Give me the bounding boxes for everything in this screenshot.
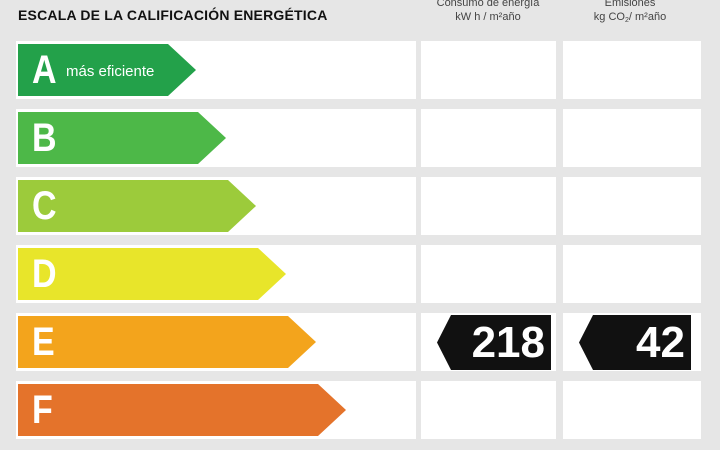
class-letter: C bbox=[32, 184, 57, 228]
emisiones-header-line1: Emisiones bbox=[604, 0, 656, 9]
class-letter: B bbox=[32, 116, 57, 160]
arrow-fill bbox=[18, 248, 286, 300]
class-letter: F bbox=[32, 388, 53, 432]
scale-row-c: C bbox=[0, 177, 720, 235]
arrow-shape bbox=[18, 180, 256, 232]
emisiones-cell bbox=[563, 109, 701, 167]
emisiones-cell bbox=[563, 177, 701, 235]
consumo-indicator: 218 bbox=[437, 315, 551, 370]
arrow-fill bbox=[18, 180, 256, 232]
consumo-cell bbox=[421, 109, 556, 167]
emisiones-cell bbox=[563, 41, 701, 99]
class-arrow-c: C bbox=[18, 180, 256, 232]
consumo-cell bbox=[421, 41, 556, 99]
scale-row-f: F bbox=[0, 381, 720, 439]
arrow-fill bbox=[18, 384, 346, 436]
consumo-cell bbox=[421, 245, 556, 303]
consumo-header-line2: kW h / m²año bbox=[455, 11, 521, 23]
consumo-column-header: Consumo de energía kW h / m²año bbox=[420, 0, 556, 24]
class-arrow-e: E bbox=[18, 316, 316, 368]
class-letter: D bbox=[32, 252, 57, 296]
scale-row-d: D bbox=[0, 245, 720, 303]
class-letter: A bbox=[32, 48, 57, 92]
emisiones-unit-suffix: / m²año bbox=[628, 11, 667, 23]
arrow-shape bbox=[18, 44, 196, 96]
emisiones-value: 42 bbox=[636, 318, 685, 367]
class-arrow-f: F bbox=[18, 384, 346, 436]
emisiones-cell bbox=[563, 381, 701, 439]
arrow-shape bbox=[18, 384, 346, 436]
consumo-cell bbox=[421, 381, 556, 439]
scale-row-e: E 218 42 bbox=[0, 313, 720, 371]
emisiones-header-line2: kg CO2/ m²año bbox=[560, 10, 700, 28]
arrow-fill bbox=[18, 112, 226, 164]
emisiones-indicator-fill bbox=[579, 315, 691, 370]
scale-row-b: B bbox=[0, 109, 720, 167]
consumo-value: 218 bbox=[471, 318, 545, 367]
class-arrow-d: D bbox=[18, 248, 286, 300]
emisiones-unit-prefix: kg CO bbox=[593, 11, 625, 23]
class-arrow-b: B bbox=[18, 112, 226, 164]
emisiones-indicator-shape bbox=[579, 315, 691, 370]
arrow-fill bbox=[18, 44, 196, 96]
arrow-shape bbox=[18, 248, 286, 300]
arrow-shape bbox=[18, 316, 316, 368]
arrow-fill bbox=[18, 316, 316, 368]
consumo-header-line1: Consumo de energía bbox=[436, 0, 540, 9]
emisiones-cell bbox=[563, 245, 701, 303]
scale-title: ESCALA DE LA CALIFICACIÓN ENERGÉTICA bbox=[18, 7, 328, 23]
emisiones-indicator: 42 bbox=[579, 315, 691, 370]
class-letter: E bbox=[32, 320, 55, 364]
emisiones-column-header: Emisiones kg CO2/ m²año bbox=[560, 0, 700, 28]
consumo-indicator-shape bbox=[437, 315, 551, 370]
consumo-cell bbox=[421, 177, 556, 235]
arrow-shape bbox=[18, 112, 226, 164]
emisiones-unit-subscript: 2 bbox=[624, 17, 629, 24]
class-note: más eficiente bbox=[66, 63, 155, 80]
consumo-indicator-fill bbox=[437, 315, 551, 370]
